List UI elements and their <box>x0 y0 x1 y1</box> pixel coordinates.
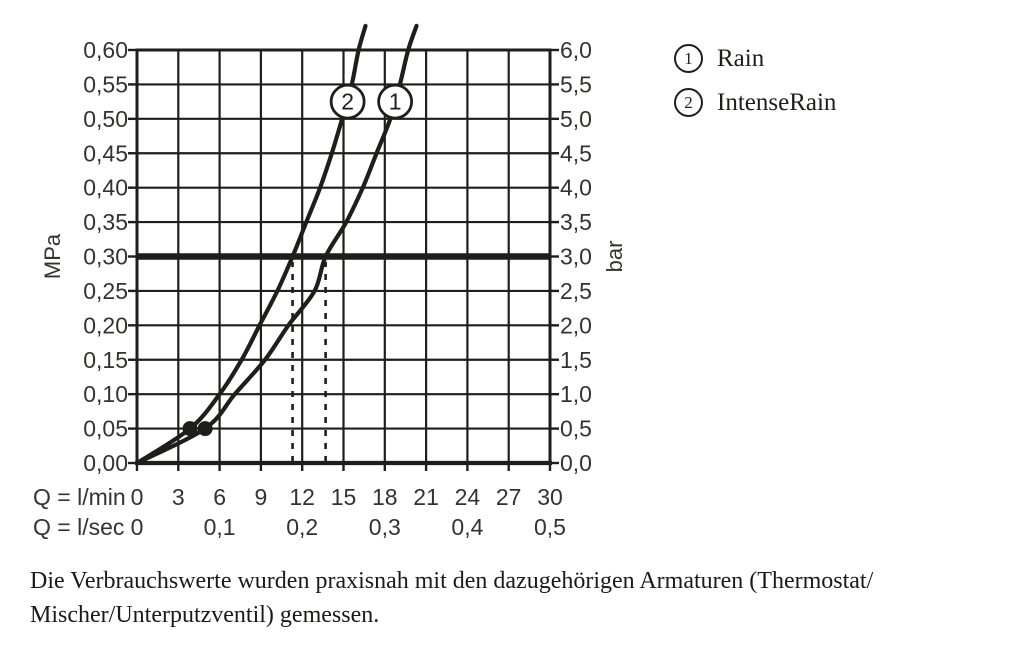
ytick-label-right: 0,0 <box>560 450 592 476</box>
y-axis-right-unit: bar <box>602 241 627 273</box>
xtick-label-lmin: 0 <box>131 484 144 510</box>
xtick-label-lsec: 0,2 <box>286 514 318 540</box>
ytick-label-right: 5,0 <box>560 106 592 132</box>
ytick-label-left: 0,10 <box>83 381 128 407</box>
xtick-label-lmin: 24 <box>455 484 481 510</box>
legend-label-intenserain: IntenseRain <box>717 88 837 116</box>
curve-marker-number-2: 2 <box>341 89 354 115</box>
ytick-label-left: 0,05 <box>83 416 128 442</box>
xtick-label-lmin: 18 <box>372 484 398 510</box>
xtick-label-lsec: 0,3 <box>369 514 401 540</box>
ytick-label-right: 3,5 <box>560 209 592 235</box>
xtick-label-lmin: 12 <box>289 484 315 510</box>
legend-item-rain: 1 Rain <box>674 44 836 73</box>
ytick-label-left: 0,25 <box>83 278 128 304</box>
ytick-label-left: 0,55 <box>83 71 128 97</box>
xtick-label-lmin: 9 <box>255 484 268 510</box>
xtick-label-lsec: 0,4 <box>451 514 483 540</box>
ytick-label-left: 0,30 <box>83 244 128 270</box>
xtick-label-lsec: 0,1 <box>204 514 236 540</box>
ytick-label-right: 5,5 <box>560 71 592 97</box>
ytick-label-left: 0,00 <box>83 450 128 476</box>
legend-label-rain: Rain <box>717 44 765 72</box>
flow-dot <box>197 421 213 437</box>
ytick-label-right: 6,0 <box>560 37 592 63</box>
ytick-label-left: 0,40 <box>83 175 128 201</box>
ytick-label-right: 4,0 <box>560 175 592 201</box>
y-axis-left-unit: MPa <box>40 233 65 279</box>
ytick-label-left: 0,50 <box>83 106 128 132</box>
ytick-label-right: 0,5 <box>560 416 592 442</box>
ytick-label-left: 0,60 <box>83 37 128 63</box>
ytick-label-left: 0,45 <box>83 140 128 166</box>
xtick-label-lmin: 27 <box>496 484 522 510</box>
xtick-label-lmin: 30 <box>537 484 563 510</box>
caption: Die Verbrauchswerte wurden praxisnah mit… <box>30 564 873 632</box>
chart-legend: 1 Rain 2 IntenseRain <box>674 44 836 117</box>
curve-marker-circle-1 <box>377 83 414 120</box>
xtick-label-lsec: 0,5 <box>534 514 566 540</box>
xtick-label-lmin: 21 <box>413 484 439 510</box>
legend-circled-2-icon: 2 <box>674 88 703 117</box>
caption-line-2: Mischer/Unterputzventil) gemessen. <box>30 602 380 628</box>
xtick-label-lmin: 15 <box>331 484 357 510</box>
ytick-label-left: 0,35 <box>83 209 128 235</box>
ytick-label-left: 0,20 <box>83 312 128 338</box>
x-axis-row2-label: Q = l/sec <box>33 514 124 540</box>
flow-pressure-chart: 120,000,050,100,150,200,250,300,350,400,… <box>33 23 627 540</box>
xtick-label-lmin: 3 <box>172 484 185 510</box>
ytick-label-left: 0,15 <box>83 347 128 373</box>
ytick-label-right: 4,5 <box>560 140 592 166</box>
legend-item-intenserain: 2 IntenseRain <box>674 88 836 117</box>
curve-marker-circle-2 <box>329 83 366 120</box>
x-axis-row1-label: Q = l/min <box>33 484 126 510</box>
curve-marker-number-1: 1 <box>389 89 402 115</box>
ytick-label-right: 2,5 <box>560 278 592 304</box>
legend-circled-1-icon: 1 <box>674 44 703 73</box>
ytick-label-right: 1,5 <box>560 347 592 373</box>
xtick-label-lsec: 0 <box>131 514 144 540</box>
caption-line-1: Die Verbrauchswerte wurden praxisnah mit… <box>30 568 874 594</box>
ytick-label-right: 2,0 <box>560 312 592 338</box>
xtick-label-lmin: 6 <box>213 484 226 510</box>
ytick-label-right: 1,0 <box>560 381 592 407</box>
flow-dot <box>182 421 198 437</box>
ytick-label-right: 3,0 <box>560 244 592 270</box>
